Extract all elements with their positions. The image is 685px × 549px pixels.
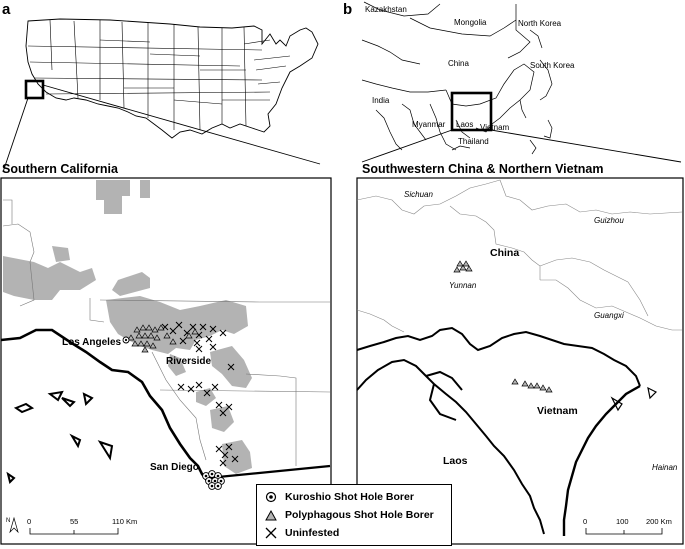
land-parcels: [3, 180, 252, 474]
legend-item-uninfested: Uninfested: [263, 525, 339, 541]
polyphagous-markers: [127, 324, 199, 353]
svg-text:N: N: [6, 518, 10, 524]
city-label-los-angeles: Los Angeles: [62, 337, 122, 348]
svg-text:200 Km: 200 Km: [646, 517, 672, 526]
label-laos: Laos: [443, 455, 468, 467]
legend-item-polyphagous: Polyphagous Shot Hole Borer: [263, 507, 434, 523]
channel-islands: [6, 390, 114, 484]
panel-b-letter: b: [343, 1, 352, 18]
city-label-san-diego: San Diego: [150, 462, 199, 473]
asia-overview-labels: Kazakhstan Mongolia North Korea China So…: [365, 5, 575, 146]
circle-dot-icon: [263, 489, 279, 505]
mexico-border: [207, 464, 331, 480]
label-hainan: Hainan: [652, 463, 678, 472]
coastline: [0, 328, 210, 483]
national-borders: [356, 326, 641, 535]
county-boundaries: [2, 199, 331, 466]
uninfested-markers: [161, 321, 239, 467]
sw-china-vietnam-map: Sichuan Guizhou China Yunnan Guangxi Vie…: [356, 177, 684, 545]
svg-text:0: 0: [27, 517, 31, 526]
connector-a-right: [42, 84, 321, 165]
scale-bar-a: 0 55 110 Km: [27, 517, 137, 535]
legend-label: Polyphagous Shot Hole Borer: [285, 509, 434, 521]
label-vietnam: Vietnam: [537, 405, 578, 417]
asia-overview-map: [361, 1, 553, 155]
connector-b-right: [490, 129, 682, 163]
svg-text:South Korea: South Korea: [530, 61, 575, 70]
svg-text:100: 100: [616, 517, 629, 526]
svg-text:55: 55: [70, 517, 78, 526]
coastline-b: [562, 384, 641, 536]
svg-text:China: China: [448, 59, 469, 68]
scale-bar-b: 0 100 200 Km: [583, 517, 672, 535]
svg-text:Myanmar: Myanmar: [412, 120, 446, 129]
north-arrow-a: N: [6, 516, 19, 534]
label-guangxi: Guangxi: [594, 311, 624, 320]
svg-text:India: India: [372, 96, 390, 105]
panel-a-title: Southern California: [2, 162, 119, 176]
us-inset-box: [24, 79, 45, 100]
province-boundaries: [356, 179, 683, 333]
svg-text:Kazakhstan: Kazakhstan: [365, 5, 407, 14]
polyphagous-markers-vietnam: [511, 378, 553, 393]
svg-text:Mongolia: Mongolia: [454, 18, 487, 27]
label-yunnan: Yunnan: [449, 281, 477, 290]
kuroshio-markers: [122, 336, 225, 490]
panel-a-letter: a: [2, 1, 11, 18]
label-guizhou: Guizhou: [594, 216, 624, 225]
polyphagous-markers-yunnan: [453, 260, 473, 273]
connector-b-left: [361, 129, 453, 163]
label-china: China: [490, 247, 519, 259]
svg-text:110 Km: 110 Km: [112, 517, 137, 526]
legend-item-kuroshio: Kuroshio Shot Hole Borer: [263, 489, 414, 505]
city-label-riverside: Riverside: [166, 356, 211, 367]
southern-california-map: Los Angeles Riverside San Diego N 0 55 1…: [0, 177, 332, 545]
legend-label: Kuroshio Shot Hole Borer: [285, 491, 414, 503]
triangle-icon: [263, 507, 279, 523]
us-overview-map: [25, 18, 319, 139]
svg-text:Vietnam: Vietnam: [480, 123, 510, 132]
x-cross-icon: [263, 525, 279, 541]
connector-a-left: [2, 97, 29, 173]
svg-text:North Korea: North Korea: [518, 19, 562, 28]
svg-text:Thailand: Thailand: [458, 137, 489, 146]
legend: Kuroshio Shot Hole Borer Polyphagous Sho…: [256, 484, 452, 546]
svg-text:Laos: Laos: [456, 120, 473, 129]
legend-label: Uninfested: [285, 527, 340, 539]
label-sichuan: Sichuan: [404, 190, 433, 199]
panel-b-title: Southwestern China & Northern Vietnam: [362, 162, 603, 176]
asia-inset-box: [450, 91, 493, 132]
svg-text:0: 0: [583, 517, 587, 526]
